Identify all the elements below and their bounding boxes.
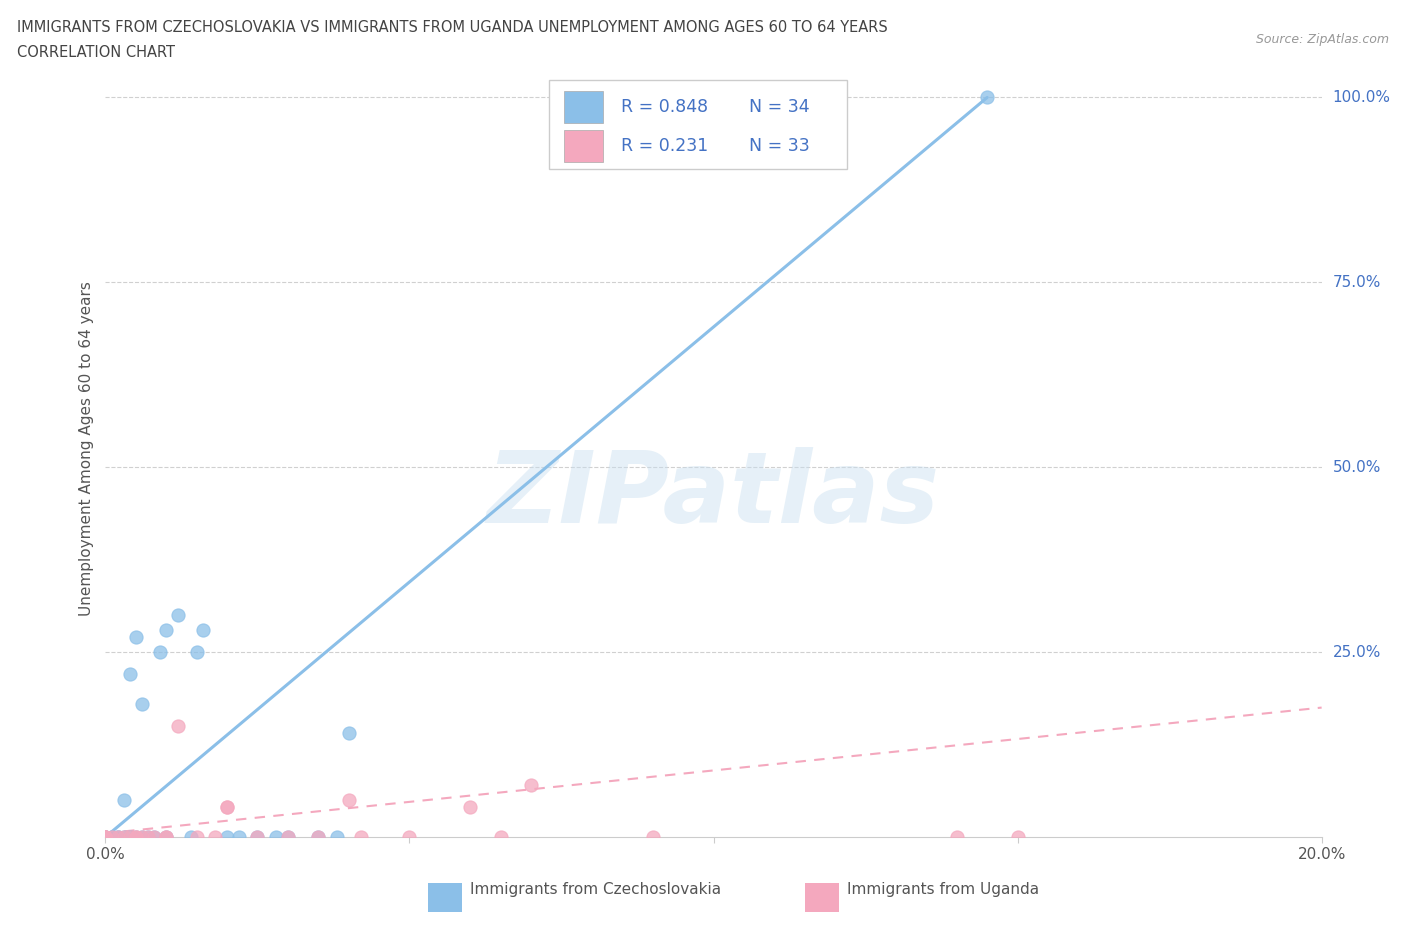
- Y-axis label: Unemployment Among Ages 60 to 64 years: Unemployment Among Ages 60 to 64 years: [79, 281, 94, 617]
- Point: [100, 830, 122, 844]
- Text: ZIPatlas: ZIPatlas: [486, 446, 941, 544]
- Point: [167, 607, 190, 622]
- Point: [458, 800, 481, 815]
- Point: [94, 830, 117, 844]
- Point: [277, 830, 299, 844]
- Text: 50.0%: 50.0%: [1333, 459, 1381, 474]
- Point: [398, 830, 420, 844]
- Text: N = 34: N = 34: [749, 98, 810, 116]
- Point: [155, 830, 177, 844]
- FancyBboxPatch shape: [564, 91, 603, 124]
- Point: [337, 792, 360, 807]
- Point: [228, 830, 250, 844]
- Text: Immigrants from Czechoslovakia: Immigrants from Czechoslovakia: [470, 883, 721, 897]
- Point: [107, 830, 129, 844]
- Point: [136, 830, 159, 844]
- Point: [136, 830, 159, 844]
- Point: [337, 726, 360, 741]
- Point: [520, 777, 543, 792]
- Text: R = 0.848: R = 0.848: [621, 98, 709, 116]
- Point: [155, 830, 177, 844]
- Point: [489, 830, 512, 844]
- Point: [264, 830, 287, 844]
- Point: [143, 830, 166, 844]
- Point: [100, 830, 122, 844]
- Point: [94, 830, 117, 844]
- Point: [824, 90, 846, 105]
- Point: [149, 644, 172, 659]
- Point: [246, 830, 269, 844]
- Point: [94, 830, 117, 844]
- Point: [277, 830, 299, 844]
- Point: [100, 830, 122, 844]
- Text: 75.0%: 75.0%: [1333, 275, 1381, 290]
- Point: [350, 830, 373, 844]
- Point: [125, 830, 148, 844]
- Point: [155, 622, 177, 637]
- Point: [131, 830, 153, 844]
- Point: [204, 830, 226, 844]
- Point: [94, 830, 117, 844]
- Point: [112, 792, 135, 807]
- Text: R = 0.231: R = 0.231: [621, 137, 709, 155]
- Point: [107, 830, 129, 844]
- Point: [167, 719, 190, 734]
- Point: [94, 830, 117, 844]
- Point: [143, 830, 166, 844]
- FancyBboxPatch shape: [804, 883, 839, 912]
- Point: [107, 830, 129, 844]
- Point: [118, 830, 141, 844]
- Point: [94, 830, 117, 844]
- Point: [186, 644, 208, 659]
- FancyBboxPatch shape: [564, 129, 603, 162]
- Point: [186, 830, 208, 844]
- Point: [1007, 830, 1029, 844]
- Point: [180, 830, 202, 844]
- Point: [976, 90, 998, 105]
- Point: [112, 830, 135, 844]
- Point: [191, 622, 214, 637]
- Point: [325, 830, 347, 844]
- Point: [641, 830, 664, 844]
- Point: [307, 830, 329, 844]
- Point: [94, 830, 117, 844]
- Point: [118, 830, 141, 844]
- Text: Source: ZipAtlas.com: Source: ZipAtlas.com: [1256, 33, 1389, 46]
- Point: [945, 830, 967, 844]
- FancyBboxPatch shape: [427, 883, 461, 912]
- Point: [112, 830, 135, 844]
- FancyBboxPatch shape: [550, 80, 848, 169]
- Point: [131, 830, 153, 844]
- Text: 25.0%: 25.0%: [1333, 644, 1381, 659]
- Text: Immigrants from Uganda: Immigrants from Uganda: [848, 883, 1039, 897]
- Text: N = 33: N = 33: [749, 137, 810, 155]
- Point: [125, 830, 148, 844]
- Point: [217, 800, 239, 815]
- Text: 100.0%: 100.0%: [1333, 90, 1391, 105]
- Point: [155, 830, 177, 844]
- Point: [307, 830, 329, 844]
- Point: [125, 830, 148, 844]
- Text: IMMIGRANTS FROM CZECHOSLOVAKIA VS IMMIGRANTS FROM UGANDA UNEMPLOYMENT AMONG AGES: IMMIGRANTS FROM CZECHOSLOVAKIA VS IMMIGR…: [17, 20, 887, 35]
- Point: [94, 830, 117, 844]
- Point: [125, 630, 148, 644]
- Point: [246, 830, 269, 844]
- Point: [217, 830, 239, 844]
- Point: [217, 800, 239, 815]
- Point: [118, 667, 141, 682]
- Text: CORRELATION CHART: CORRELATION CHART: [17, 45, 174, 60]
- Point: [131, 697, 153, 711]
